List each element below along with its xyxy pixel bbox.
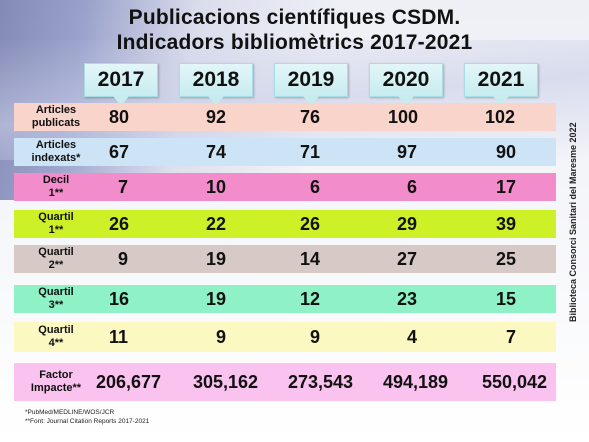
row-label-line-1: Quartil xyxy=(38,246,74,258)
value-2020: 29 xyxy=(397,213,418,234)
value-2019: 76 xyxy=(300,106,321,127)
footnote-sources: *PubMed/MEDLINE/WOS/JCR xyxy=(25,409,115,416)
value-2021: 15 xyxy=(496,288,517,309)
value-2021: 90 xyxy=(496,141,517,162)
row-label-line-2: 1** xyxy=(48,224,64,236)
year-header-2019: 2019 xyxy=(274,63,348,106)
value-2019: 26 xyxy=(300,213,321,234)
row-label-line-1: Articles xyxy=(35,104,77,116)
side-credit: Biblioteca Consorci Sanitari del Maresme… xyxy=(568,122,578,322)
row-label: Quartil 4** xyxy=(18,322,94,352)
value-2020: 23 xyxy=(397,288,418,309)
value-2020: 6 xyxy=(407,176,418,197)
value-2018: 10 xyxy=(206,176,227,197)
row-label: Quartil 1** xyxy=(18,210,94,238)
value-2021: 39 xyxy=(496,213,517,234)
row-label-line-1: Quartil xyxy=(38,211,74,223)
row-quartil-2: Quartil 2** 9 19 14 27 25 xyxy=(14,245,556,273)
row-label-line-2: 3** xyxy=(48,299,64,311)
row-label-line-2: 1** xyxy=(48,187,64,199)
row-label-line-2: 4** xyxy=(48,337,64,349)
row-label-line-1: Quartil xyxy=(38,286,74,298)
row-label-line-2: 2** xyxy=(48,259,64,271)
row-label: Articles publicats xyxy=(18,103,94,131)
row-articles-publicats: Articles publicats 80 92 76 100 102 xyxy=(14,103,556,131)
year-header-2017: 2017 xyxy=(84,63,158,106)
value-2021: 550,042 xyxy=(482,371,548,392)
value-2017: 11 xyxy=(109,326,129,347)
value-2018: 74 xyxy=(206,141,227,162)
row-decil-1: Decil 1** 7 10 6 6 17 xyxy=(14,173,556,201)
year-header-2018: 2018 xyxy=(179,63,253,106)
value-2021: 17 xyxy=(496,176,517,197)
row-label: Articles indexats* xyxy=(18,138,94,166)
value-2017: 9 xyxy=(118,248,129,269)
row-label-line-2: indexats* xyxy=(31,152,81,164)
row-articles-indexats: Articles indexats* 67 74 71 97 90 xyxy=(14,138,556,166)
row-label-line-2: publicats xyxy=(31,117,81,129)
footnote-jcr: **Font: Journal Citation Reports 2017-20… xyxy=(25,418,150,425)
value-2018: 9 xyxy=(216,326,227,347)
row-label: Quartil 3** xyxy=(18,285,94,313)
value-2017: 80 xyxy=(109,106,130,127)
row-label-line-1: Articles xyxy=(35,139,77,151)
row-label: Quartil 2** xyxy=(18,245,94,273)
title-line-1: Publicacions científiques CSDM. xyxy=(128,6,461,29)
value-2018: 19 xyxy=(206,248,227,269)
value-2019: 14 xyxy=(300,248,321,269)
value-2020: 494,189 xyxy=(383,371,449,392)
value-2021: 102 xyxy=(485,106,516,127)
row-label: Decil 1** xyxy=(18,173,94,201)
title-line-2: Indicadors bibliomètrics 2017-2021 xyxy=(116,31,473,54)
value-2020: 4 xyxy=(407,326,418,347)
row-label-line-1: Factor xyxy=(39,369,73,381)
row-label: Factor Impacte** xyxy=(18,363,94,401)
value-2020: 97 xyxy=(397,141,418,162)
value-2019: 273,543 xyxy=(288,371,354,392)
value-2018: 22 xyxy=(206,213,227,234)
row-quartil-3: Quartil 3** 16 19 12 23 15 xyxy=(14,285,556,313)
row-label-line-2: Impacte** xyxy=(30,382,82,394)
value-2018: 19 xyxy=(206,288,227,309)
value-2017: 16 xyxy=(109,288,130,309)
value-2021: 7 xyxy=(506,326,517,347)
value-2018: 305,162 xyxy=(193,371,259,392)
value-2019: 9 xyxy=(310,326,321,347)
value-2017: 67 xyxy=(109,141,130,162)
value-2019: 71 xyxy=(300,141,321,162)
row-label-line-1: Quartil xyxy=(38,324,74,336)
value-2020: 27 xyxy=(397,248,418,269)
row-label-line-1: Decil xyxy=(42,174,70,186)
value-2019: 12 xyxy=(300,288,321,309)
value-2017: 26 xyxy=(109,213,130,234)
value-2017: 206,677 xyxy=(96,371,162,392)
value-2021: 25 xyxy=(496,248,517,269)
value-2019: 6 xyxy=(310,176,321,197)
year-header-2020: 2020 xyxy=(369,63,443,106)
year-header-2021: 2021 xyxy=(464,63,538,106)
row-quartil-4: Quartil 4** 11 9 9 4 7 xyxy=(14,322,556,352)
value-2017: 7 xyxy=(118,176,129,197)
value-2020: 100 xyxy=(388,106,419,127)
value-2018: 92 xyxy=(206,106,227,127)
row-quartil-1: Quartil 1** 26 22 26 29 39 xyxy=(14,210,556,238)
row-factor-impacte: Factor Impacte** 206,677 305,162 273,543… xyxy=(14,363,556,401)
